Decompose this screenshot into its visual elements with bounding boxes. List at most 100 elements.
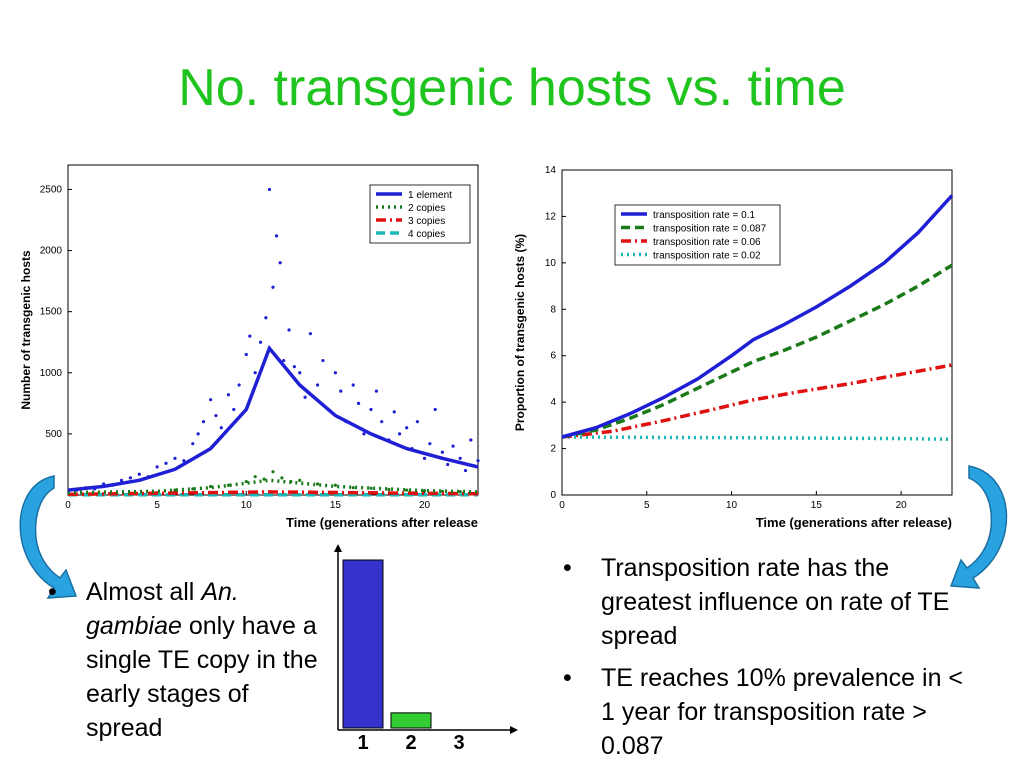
y-tick-label: 8 (550, 304, 556, 315)
bar (342, 559, 384, 729)
left-note-species: An. gambiae (86, 578, 239, 640)
y-tick-label: 2 (550, 444, 556, 455)
y-tick-label: 10 (545, 258, 557, 269)
data-point (226, 393, 231, 397)
data-point (278, 261, 282, 265)
data-point (292, 365, 296, 369)
y-tick-label: 1500 (40, 307, 63, 318)
right-bullets: • Transposition rate has the greatest in… (563, 551, 973, 771)
y-tick-label: 2000 (40, 246, 63, 257)
x-tick-label: 20 (419, 500, 431, 511)
data-point (282, 358, 286, 363)
data-point (369, 486, 373, 490)
x-tick-label: 5 (644, 500, 650, 511)
data-point (356, 401, 361, 405)
data-point (333, 483, 337, 487)
bar (390, 712, 432, 729)
data-point (201, 420, 206, 424)
data-point (219, 426, 223, 430)
data-point (237, 383, 241, 387)
chart-transgenic-hosts-count: 0 5 10 15 20 500 1000 1500 2000 2500 Time (generat… (19, 164, 480, 530)
right-bullet-text: TE reaches 10% prevalence in < 1 year fo… (601, 664, 964, 760)
bullet-icon: • (48, 578, 57, 606)
series-line (67, 344, 479, 492)
left-note-suffix: only have a single TE copy in the early … (86, 612, 318, 742)
data-point (214, 413, 218, 418)
data-point (415, 420, 419, 424)
y-tick-label: 0 (550, 490, 556, 501)
data-point (173, 456, 177, 460)
data-point (369, 407, 373, 412)
data-point (308, 332, 313, 336)
data-point (137, 472, 141, 476)
data-point (397, 432, 402, 436)
legend-label: 1 element (408, 190, 452, 201)
data-point (440, 450, 444, 454)
legend-label: transposition rate = 0.1 (653, 210, 755, 221)
legend-label: transposition rate = 0.06 (653, 237, 761, 248)
legend-label: transposition rate = 0.02 (653, 251, 761, 262)
legend-label: 3 copies (408, 216, 445, 227)
data-point (244, 352, 248, 357)
curved-arrow-right-icon (949, 465, 1008, 589)
y-tick-label: 4 (550, 397, 556, 408)
data-point (405, 488, 409, 492)
data-point (458, 456, 462, 460)
bullet-icon: • (563, 554, 572, 582)
x-axis-label: Time (generations after release (286, 515, 478, 530)
data-point (303, 395, 307, 399)
data-point (451, 444, 455, 448)
right-bullet-item: • Transposition rate has the greatest in… (563, 551, 973, 653)
legend-label: transposition rate = 0.087 (653, 224, 767, 235)
x-tick-label: 10 (241, 500, 253, 511)
x-tick-label: 0 (65, 500, 71, 511)
left-note-prefix: Almost all (86, 578, 202, 606)
data-point (351, 486, 355, 490)
data-point (433, 407, 437, 412)
series-line (561, 363, 953, 439)
data-point (298, 478, 302, 482)
data-point (262, 477, 266, 481)
data-point (258, 340, 263, 344)
data-point (209, 484, 213, 489)
data-point (315, 482, 320, 486)
data-point (428, 442, 432, 446)
data-point (264, 316, 268, 320)
left-note-item: • Almost all An. gambiae only have a sin… (48, 575, 318, 745)
data-point (253, 475, 257, 479)
data-point (469, 438, 473, 442)
data-point (209, 398, 213, 402)
y-tick-label: 500 (45, 429, 62, 440)
data-point (362, 432, 366, 436)
data-point (298, 371, 302, 375)
axis-arrowhead (334, 544, 342, 552)
legend-box (614, 204, 781, 266)
chart-copy-number-bars: 1 2 3 (334, 544, 518, 754)
data-point (463, 468, 468, 473)
data-point (164, 461, 168, 465)
y-axis-label: Proportion of transgenic hosts (%) (513, 234, 527, 431)
legend-label: 2 copies (408, 203, 445, 214)
data-point (405, 426, 409, 430)
chart-proportion-transgenic-hosts: 0 5 10 15 20 0 2 4 6 8 10 12 14 Time (generations aft… (513, 165, 954, 530)
y-axis-label: Number of transgenic hosts (19, 250, 33, 410)
data-point (196, 432, 200, 436)
y-tick-label: 14 (545, 165, 557, 176)
x-tick-label: 15 (330, 500, 342, 511)
data-point (392, 410, 396, 414)
data-point (232, 407, 236, 412)
x-tick-label: 5 (154, 500, 160, 511)
data-point (374, 389, 378, 393)
data-point (422, 456, 427, 460)
data-point (253, 371, 257, 375)
data-point (226, 483, 231, 487)
data-point (422, 489, 427, 493)
series-line (67, 490, 479, 497)
data-point (191, 487, 195, 491)
data-point (155, 465, 159, 469)
data-point (182, 459, 186, 463)
x-axis-label: Time (generations after release) (756, 515, 952, 530)
axis-arrowhead (510, 726, 518, 734)
series-line (561, 194, 954, 439)
y-tick-label: 12 (545, 211, 557, 222)
